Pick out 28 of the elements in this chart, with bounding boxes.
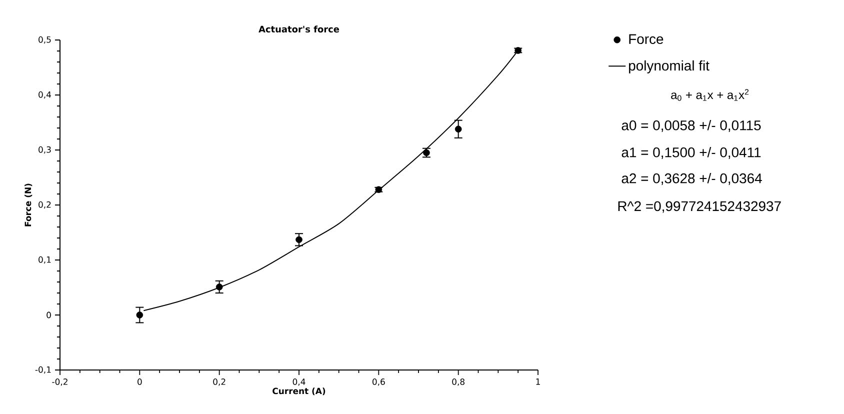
text: a$_{0}$ + a$_{1}$x + a$_{1}$x$^{2}$ <box>671 89 749 101</box>
y-tick-label: 0,4 <box>38 91 51 99</box>
point <box>296 236 302 244</box>
text: a1 = 0,1500 +/- 0,0411 <box>622 147 761 159</box>
x-tick-label: 0,8 <box>452 378 464 386</box>
x-tick-label: -0,2 <box>52 378 68 386</box>
y-tick-label: 0,2 <box>38 201 51 209</box>
y-tick-label: 0,1 <box>38 256 51 264</box>
x-tick-label: 0 <box>138 378 142 385</box>
text: a0 = 0,0058 +/- 0,0115 <box>622 120 761 132</box>
point <box>216 284 223 290</box>
point <box>136 312 144 318</box>
y-axis-title: Force (N) <box>24 184 32 226</box>
x-axis-title: Current (A) <box>272 388 326 396</box>
text: a2 = 0,3628 +/- 0,0364 <box>622 173 762 185</box>
text: R^2 =0,997724152432937 <box>618 201 781 213</box>
legend-label: Force <box>629 34 664 44</box>
y-tick-label: 0 <box>46 312 51 318</box>
y-tick-label: -0,1 <box>35 366 51 374</box>
x-tick-label: 0,4 <box>292 378 306 386</box>
x-tick-label: 1 <box>536 378 540 385</box>
point <box>454 126 462 133</box>
x-tick-label: 0,6 <box>372 378 385 386</box>
chart-title: Actuator's force <box>258 26 340 33</box>
y-tick-label: 0,5 <box>38 36 51 44</box>
y-tick-label: 0,3 <box>38 146 51 154</box>
legend-label: polynomial fit <box>629 60 710 74</box>
x-tick-label: 0,2 <box>213 378 226 386</box>
